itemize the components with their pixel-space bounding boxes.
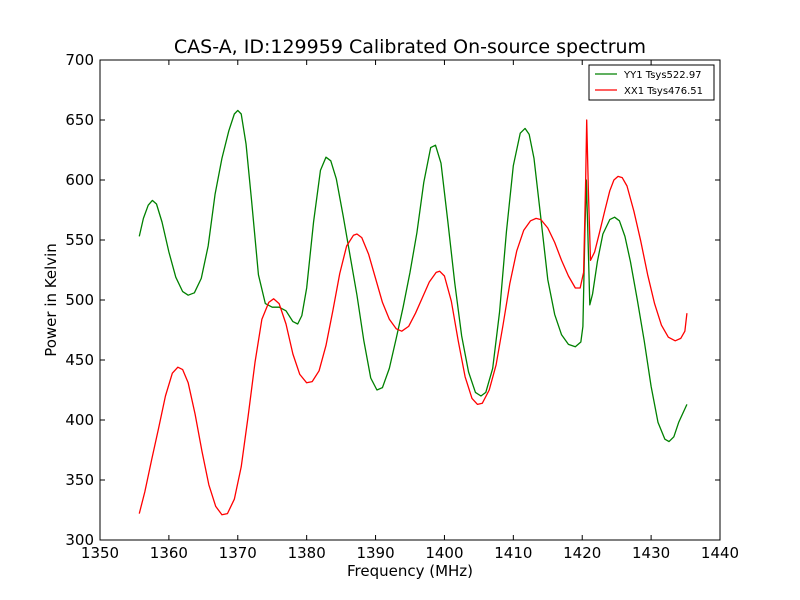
plot-area	[100, 60, 720, 540]
series-layer	[138, 109, 688, 516]
legend-box	[588, 64, 715, 101]
legend: YY1 Tsys522.97 XX1 Tsys476.51	[588, 64, 715, 101]
ticks-layer: 1350 1360 1370 1380 1390 1400 1410 1420 1430 1440…	[65, 51, 739, 562]
y-tick-label: 450	[65, 351, 94, 369]
x-tick-label: 1390	[356, 544, 394, 562]
plot-frame	[99, 59, 721, 541]
y-tick-label: 700	[65, 51, 94, 69]
y-tick-label: 300	[65, 531, 94, 549]
y-tick-label: 550	[65, 231, 94, 249]
x-tick-label: 1370	[219, 544, 257, 562]
chart-title: CAS-A, ID:129959 Calibrated On-source sp…	[174, 36, 646, 58]
x-tick-label: 1440	[701, 544, 739, 562]
y-tick-label: 600	[65, 171, 94, 189]
series-line-xx1	[138, 119, 688, 516]
y-tick-label: 650	[65, 111, 94, 129]
legend-label-xx1: XX1 Tsys476.51	[624, 86, 703, 97]
x-tick-label: 1350	[81, 544, 119, 562]
series-line-yy1	[138, 109, 688, 443]
y-tick-label: 400	[65, 411, 94, 429]
x-tick-label: 1420	[563, 544, 601, 562]
x-axis-label: Frequency (MHz)	[347, 562, 473, 580]
x-tick-label: 1400	[425, 544, 463, 562]
y-tick-label: 500	[65, 291, 94, 309]
x-tick-label: 1430	[632, 544, 670, 562]
x-tick-label: 1380	[288, 544, 326, 562]
y-axis-label: Power in Kelvin	[42, 243, 60, 357]
y-tick-label: 350	[65, 471, 94, 489]
x-tick-label: 1360	[150, 544, 188, 562]
x-tick-label: 1410	[494, 544, 532, 562]
legend-label-yy1: YY1 Tsys522.97	[623, 70, 702, 81]
